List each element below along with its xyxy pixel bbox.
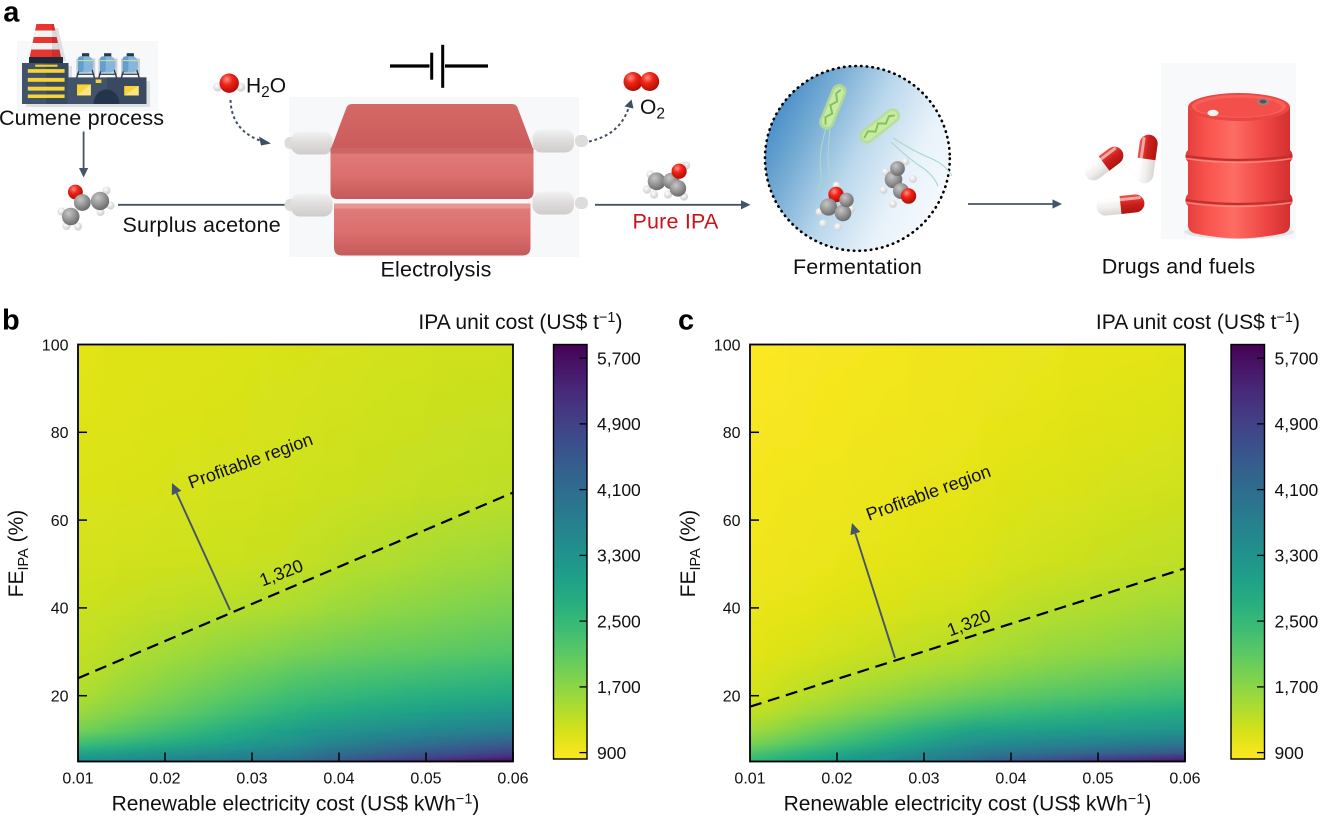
svg-text:900: 900 [597,743,626,763]
svg-text:2,500: 2,500 [597,611,641,631]
svg-text:Surplus acetone: Surplus acetone [123,213,281,237]
svg-text:0.02: 0.02 [149,771,180,788]
svg-text:40: 40 [723,601,741,618]
svg-text:Renewable electricity cost (US: Renewable electricity cost (US$ kWh−1) [112,792,480,816]
svg-text:0.03: 0.03 [908,771,939,788]
svg-text:Pure IPA: Pure IPA [632,210,719,234]
svg-text:0.03: 0.03 [236,771,267,788]
svg-text:40: 40 [51,601,69,618]
svg-text:20: 20 [51,689,69,706]
svg-text:5,700: 5,700 [597,348,641,368]
svg-text:20: 20 [723,689,741,706]
svg-text:Fermentation: Fermentation [793,255,922,279]
svg-text:100: 100 [42,337,69,354]
svg-text:b: b [2,305,20,337]
svg-text:IPA unit cost (US$ t−1): IPA unit cost (US$ t−1) [418,310,622,334]
svg-text:2,500: 2,500 [1275,611,1319,631]
svg-text:0.04: 0.04 [323,771,354,788]
svg-text:80: 80 [51,425,69,442]
svg-text:0.06: 0.06 [497,771,528,788]
svg-text:3,300: 3,300 [1275,546,1319,566]
svg-text:0.02: 0.02 [821,771,852,788]
svg-text:4,100: 4,100 [597,480,641,500]
svg-text:100: 100 [714,337,741,354]
svg-text:FEIPA (%): FEIPA (%) [5,510,32,598]
svg-text:0.05: 0.05 [410,771,441,788]
svg-text:0.04: 0.04 [995,771,1026,788]
svg-text:a: a [3,0,20,29]
svg-text:60: 60 [723,513,741,530]
svg-text:4,900: 4,900 [597,414,641,434]
svg-text:60: 60 [51,513,69,530]
svg-text:O2: O2 [640,96,665,123]
svg-text:1,700: 1,700 [1275,677,1319,697]
svg-text:FEIPA (%): FEIPA (%) [677,510,704,598]
svg-text:0.06: 0.06 [1169,771,1200,788]
svg-text:4,100: 4,100 [1275,480,1319,500]
svg-text:IPA unit cost (US$ t−1): IPA unit cost (US$ t−1) [1096,310,1300,334]
svg-text:0.01: 0.01 [62,771,93,788]
svg-text:0.01: 0.01 [734,771,765,788]
svg-text:Electrolysis: Electrolysis [380,258,491,282]
svg-text:Drugs and fuels: Drugs and fuels [1102,255,1256,279]
svg-text:80: 80 [723,425,741,442]
svg-text:Cumene process: Cumene process [0,106,164,130]
svg-text:900: 900 [1275,743,1304,763]
svg-text:3,300: 3,300 [597,546,641,566]
svg-text:1,700: 1,700 [597,677,641,697]
svg-text:c: c [678,305,694,337]
svg-text:5,700: 5,700 [1275,348,1319,368]
svg-text:Renewable electricity cost (US: Renewable electricity cost (US$ kWh−1) [784,792,1152,816]
svg-text:0.05: 0.05 [1082,771,1113,788]
svg-text:H2O: H2O [246,75,286,102]
svg-text:4,900: 4,900 [1275,414,1319,434]
